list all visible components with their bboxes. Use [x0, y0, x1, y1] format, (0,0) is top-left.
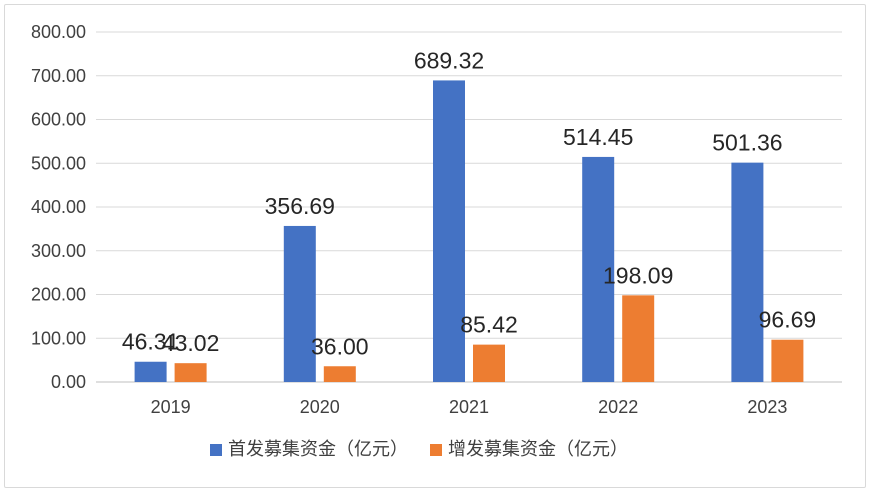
legend-label: 首发募集资金（亿元） — [228, 439, 408, 460]
legend-label: 增发募集资金（亿元） — [448, 439, 628, 460]
data-label: 514.45 — [563, 124, 633, 150]
legend-swatch — [210, 444, 222, 456]
y-tick-label: 300.00 — [31, 241, 86, 261]
y-tick-label: 100.00 — [31, 328, 86, 348]
data-label: 198.09 — [603, 262, 673, 288]
bar-secondary-2019 — [174, 363, 207, 382]
y-tick-label: 400.00 — [31, 197, 86, 217]
bar-secondary-2020 — [323, 366, 356, 382]
y-tick-label: 600.00 — [31, 110, 86, 130]
x-tick-label: 2021 — [449, 397, 489, 417]
legend-swatch — [430, 444, 442, 456]
data-label: 85.42 — [460, 312, 518, 338]
data-label: 46.31 — [122, 329, 180, 355]
bar-ipo-2020 — [283, 225, 316, 382]
data-label: 36.00 — [311, 333, 369, 359]
y-tick-label: 200.00 — [31, 285, 86, 305]
bar-secondary-2021 — [473, 344, 505, 382]
bar-ipo-2022 — [582, 156, 615, 382]
y-tick-label: 700.00 — [31, 66, 86, 86]
y-tick-label: 800.00 — [31, 22, 86, 42]
y-tick-label: 500.00 — [31, 153, 86, 173]
x-tick-label: 2020 — [300, 397, 340, 417]
data-label: 43.02 — [162, 330, 220, 356]
chart-border — [4, 4, 866, 488]
bar-secondary-2023 — [771, 339, 804, 382]
data-label: 356.69 — [265, 193, 335, 219]
y-tick-label: 0.00 — [51, 372, 86, 392]
data-label: 96.69 — [759, 307, 817, 333]
data-label: 501.36 — [712, 130, 782, 156]
bar-secondary-2022 — [622, 295, 655, 382]
x-tick-label: 2019 — [151, 397, 191, 417]
data-label: 689.32 — [414, 47, 484, 73]
x-tick-label: 2022 — [598, 397, 638, 417]
bar-ipo-2019 — [134, 361, 167, 382]
bar-ipo-2023 — [731, 162, 764, 382]
x-tick-label: 2023 — [747, 397, 787, 417]
bar-ipo-2021 — [433, 80, 465, 383]
